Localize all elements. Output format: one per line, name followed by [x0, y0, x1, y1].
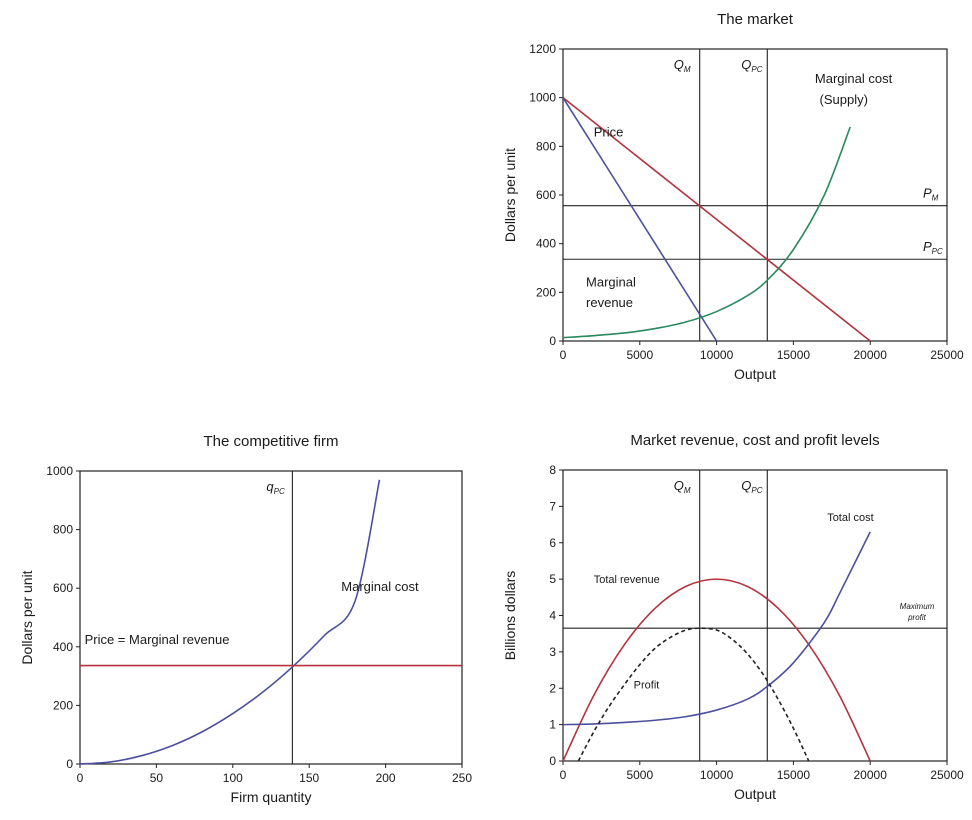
- x-axis-label: Firm quantity: [231, 789, 312, 805]
- x-tick-label: 0: [77, 771, 84, 785]
- annotation-label: Marginal: [586, 274, 636, 289]
- x-tick-label: 0: [560, 768, 567, 782]
- y-tick-label: 200: [536, 285, 556, 299]
- series-line-tc: [562, 531, 871, 726]
- x-tick-label: 100: [223, 771, 243, 785]
- annotation-label: Price: [594, 125, 624, 140]
- annotation-label: Price = Marginal revenue: [85, 632, 230, 647]
- chart-market: The market 0 5000 10000 15000 20000 25000 0 200 4…: [502, 11, 964, 382]
- chart-revenue: Market revenue, cost and profit levels 0 5…: [502, 432, 964, 802]
- vline-label: qPC: [266, 479, 285, 496]
- y-axis-label: Dollars per unit: [502, 148, 518, 242]
- series-line-mr: [562, 97, 718, 342]
- y-tick-label: 600: [53, 581, 73, 595]
- y-tick-label: 5: [549, 572, 556, 586]
- chart-title: Market revenue, cost and profit levels: [630, 432, 879, 449]
- annotation-label: Marginal cost: [815, 71, 893, 86]
- annotation-label: Profit: [634, 679, 660, 691]
- y-tick-label: 8: [549, 463, 556, 477]
- x-tick-label: 50: [150, 771, 164, 785]
- y-tick-label: 3: [549, 645, 556, 659]
- hline-label: PPC: [923, 239, 943, 256]
- y-axis-label: Billions dollars: [502, 571, 518, 660]
- series-line-mc: [562, 126, 851, 339]
- chart-title: The competitive firm: [203, 433, 338, 450]
- x-tick-label: 10000: [700, 768, 734, 782]
- chart-title: The market: [717, 11, 794, 28]
- x-axis-label: Output: [734, 366, 776, 382]
- x-tick-label: 10000: [700, 348, 734, 362]
- hline-label: profit: [907, 613, 927, 622]
- y-tick-label: 200: [53, 698, 73, 712]
- y-tick-label: 7: [549, 499, 556, 513]
- annotation-label: Total cost: [827, 512, 873, 524]
- plot-frame: [562, 469, 948, 762]
- x-tick-label: 200: [376, 771, 396, 785]
- x-tick-label: 25000: [930, 768, 964, 782]
- annotation-label: Marginal cost: [341, 579, 419, 594]
- y-tick-label: 2: [549, 681, 556, 695]
- vline-label: QPC: [741, 478, 762, 495]
- y-tick-label: 400: [53, 640, 73, 654]
- y-tick-label: 4: [549, 609, 556, 623]
- series-line-mc: [79, 479, 381, 765]
- vline-label: QPC: [741, 57, 762, 74]
- vline-label: QM: [674, 478, 691, 495]
- y-axis-label: Dollars per unit: [19, 570, 35, 664]
- x-tick-label: 15000: [777, 348, 811, 362]
- annotation-label: Total revenue: [594, 574, 660, 586]
- y-tick-label: 800: [53, 523, 73, 537]
- plot-frame: [79, 470, 463, 765]
- y-tick-label: 1000: [529, 91, 556, 105]
- x-tick-label: 25000: [930, 348, 964, 362]
- x-tick-label: 5000: [626, 348, 653, 362]
- annotation-label: revenue: [586, 295, 633, 310]
- x-tick-label: 0: [560, 348, 567, 362]
- y-tick-label: 1: [549, 718, 556, 732]
- annotation-label: (Supply): [820, 92, 868, 107]
- x-tick-label: 250: [452, 771, 472, 785]
- y-tick-label: 600: [536, 188, 556, 202]
- x-tick-label: 15000: [777, 768, 811, 782]
- x-tick-label: 20000: [854, 768, 888, 782]
- x-axis-label: Output: [734, 786, 776, 802]
- vline-label: QM: [674, 57, 691, 74]
- series-line-price: [562, 97, 871, 342]
- series-line-tr: [562, 578, 871, 762]
- chart-firm: The competitive firm 0 50 100 150 200 250 0 200 4…: [19, 433, 472, 805]
- y-tick-label: 0: [549, 754, 556, 768]
- y-tick-label: 0: [66, 757, 73, 771]
- x-tick-label: 150: [299, 771, 319, 785]
- y-tick-label: 6: [549, 536, 556, 550]
- y-tick-label: 800: [536, 139, 556, 153]
- hline-label: Maximum: [900, 602, 935, 611]
- x-tick-label: 5000: [626, 768, 653, 782]
- y-tick-label: 0: [549, 334, 556, 348]
- x-tick-label: 20000: [854, 348, 888, 362]
- series-line-profit: [577, 627, 810, 762]
- y-tick-label: 1000: [46, 464, 73, 478]
- y-tick-label: 400: [536, 237, 556, 251]
- y-tick-label: 1200: [529, 42, 556, 56]
- hline-label: PM: [923, 186, 939, 203]
